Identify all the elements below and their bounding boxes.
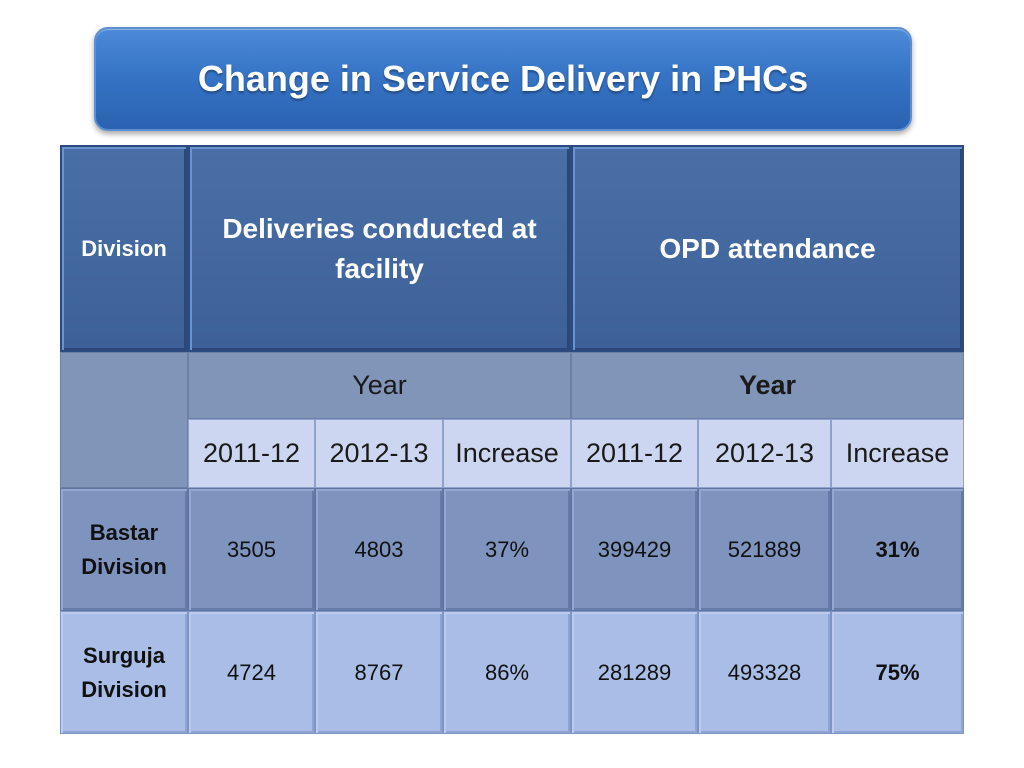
- col-header-2011-12-deliveries: 2011-12: [188, 419, 315, 488]
- table-cell: 37%: [443, 488, 571, 611]
- table-cell: 8767: [315, 611, 443, 734]
- table-cell: 521889: [698, 488, 831, 611]
- row-division-surguja: Surguja Division: [60, 611, 188, 734]
- page-title: Change in Service Delivery in PHCs: [197, 58, 809, 99]
- header-division: Division: [60, 145, 188, 352]
- col-header-increase-opd: Increase: [831, 419, 964, 488]
- table-cell: 31%: [831, 488, 964, 611]
- header-blank: [60, 352, 188, 488]
- table-cell: 281289: [571, 611, 698, 734]
- header-deliveries: Deliveries conducted at facility: [188, 145, 571, 352]
- table-cell: 75%: [831, 611, 964, 734]
- table-cell: 4724: [188, 611, 315, 734]
- row-division-bastar: Bastar Division: [60, 488, 188, 611]
- table-cell: 4803: [315, 488, 443, 611]
- table-cell: 86%: [443, 611, 571, 734]
- col-header-2011-12-opd: 2011-12: [571, 419, 698, 488]
- header-opd: OPD attendance: [571, 145, 964, 352]
- col-header-2012-13-opd: 2012-13: [698, 419, 831, 488]
- header-year-right: Year: [571, 352, 964, 419]
- table-cell: 493328: [698, 611, 831, 734]
- col-header-increase-deliveries: Increase: [443, 419, 571, 488]
- table-cell: 3505: [188, 488, 315, 611]
- header-year-left: Year: [188, 352, 571, 419]
- title-banner: Change in Service Delivery in PHCs: [94, 27, 912, 131]
- col-header-2012-13-deliveries: 2012-13: [315, 419, 443, 488]
- table-cell: 399429: [571, 488, 698, 611]
